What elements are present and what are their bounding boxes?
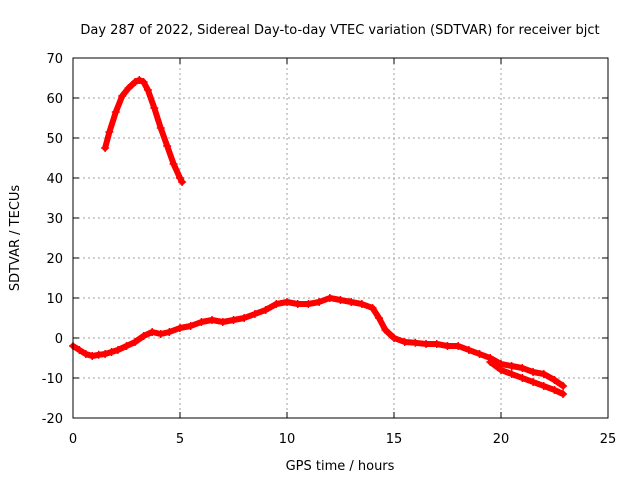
data-point	[122, 342, 131, 350]
series-line-segment-1	[102, 77, 186, 185]
data-point	[283, 298, 291, 306]
data-point	[375, 314, 384, 322]
data-point	[107, 348, 116, 356]
data-point	[432, 340, 441, 348]
y-tick-label: 40	[46, 172, 63, 187]
x-tick-label: 25	[600, 432, 617, 447]
data-point	[148, 328, 157, 336]
data-point	[304, 300, 313, 308]
series-line-segment-2	[70, 295, 567, 389]
axis-ticks	[72, 57, 609, 419]
data-point	[139, 332, 148, 340]
data-point	[507, 370, 516, 378]
data-point	[150, 104, 159, 112]
x-tick-label: 20	[493, 432, 510, 447]
data-point	[400, 338, 409, 346]
data-point	[336, 296, 345, 304]
data-point	[101, 144, 110, 152]
x-tick-label: 15	[386, 432, 403, 447]
data-point	[111, 108, 120, 116]
data-point	[118, 92, 127, 100]
data-point	[550, 376, 559, 384]
data-point	[454, 342, 463, 350]
y-tick-label: 30	[46, 212, 63, 227]
x-tick-label: 5	[176, 432, 184, 447]
y-tick-label: 0	[55, 332, 63, 347]
data-point	[261, 306, 270, 314]
data-point	[475, 350, 484, 358]
data-point	[139, 78, 148, 86]
data-point	[94, 350, 103, 359]
data-point	[497, 366, 505, 374]
data-point	[131, 338, 140, 346]
data-point	[105, 128, 114, 136]
data-point	[165, 328, 174, 336]
data-point	[507, 362, 516, 370]
data-point	[208, 316, 217, 324]
data-point	[143, 86, 152, 94]
data-point	[293, 300, 302, 308]
data-point	[539, 370, 548, 378]
data-point	[272, 300, 281, 308]
y-tick-label: 10	[46, 292, 63, 307]
data-point	[156, 124, 165, 132]
data-point	[240, 314, 249, 322]
data-point	[176, 324, 184, 332]
data-point	[88, 352, 97, 360]
data-point	[229, 316, 238, 324]
data-point	[464, 346, 473, 354]
x-tick-label: 0	[69, 432, 77, 447]
y-tick-label: -20	[42, 412, 63, 427]
y-tick-label: 70	[46, 52, 63, 67]
data-point	[347, 298, 356, 306]
chart-title: Day 287 of 2022, Sidereal Day-to-day VTE…	[80, 23, 599, 38]
data-point	[559, 382, 568, 390]
data-point	[169, 160, 178, 168]
tick-labels: 0 5 10 15 20 25 -20 -10 0 10 20 30 40 50 60 70	[42, 52, 617, 447]
data-point	[131, 78, 140, 86]
data-point	[357, 300, 366, 308]
data-point	[411, 338, 420, 347]
data-point	[422, 340, 431, 348]
data-point	[539, 382, 548, 390]
data-point	[518, 364, 527, 372]
data-point	[75, 346, 84, 354]
data-point	[113, 346, 122, 354]
data-point	[486, 358, 495, 366]
data-point	[163, 142, 172, 150]
data-point	[443, 342, 452, 350]
data-point	[325, 294, 334, 302]
x-axis-label: GPS time / hours	[286, 459, 395, 474]
data-point	[550, 386, 559, 394]
y-tick-label: 50	[46, 132, 63, 147]
data-point	[186, 322, 195, 330]
data-point	[178, 178, 187, 186]
data-point	[156, 330, 165, 338]
y-tick-label: 60	[46, 92, 63, 107]
data-point	[529, 378, 538, 386]
data-point	[315, 298, 324, 306]
data-point	[135, 76, 144, 84]
data-point	[390, 334, 398, 342]
data-point	[250, 310, 259, 318]
x-tick-label: 10	[279, 432, 296, 447]
data-point	[81, 350, 90, 358]
data-series	[69, 76, 568, 398]
data-point	[368, 304, 377, 312]
y-tick-label: -10	[42, 372, 63, 387]
data-point	[124, 84, 133, 92]
data-point	[518, 374, 527, 382]
y-tick-label: 20	[46, 252, 63, 267]
data-point	[559, 390, 568, 398]
data-point	[381, 326, 390, 334]
data-point	[101, 350, 110, 358]
data-point	[197, 318, 206, 326]
plot-frame	[72, 57, 609, 419]
y-axis-label: SDTVAR / TECUs	[8, 185, 23, 292]
data-point	[529, 368, 538, 376]
data-point	[218, 318, 227, 326]
